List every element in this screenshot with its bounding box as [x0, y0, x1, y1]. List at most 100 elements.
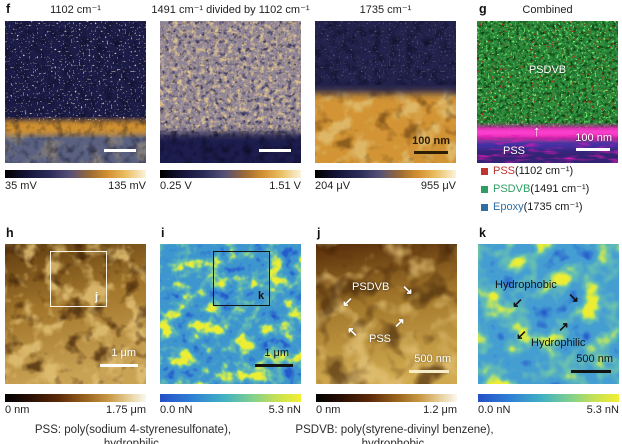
colorbar-height-j [316, 394, 457, 402]
caption-pss: PSS: poly(sodium 4-styrenesulfonate), hy… [34, 424, 232, 444]
legend-item-epoxy: Epoxy (1735 cm⁻¹) [481, 202, 589, 213]
map-title-1102: 1102 cm⁻¹ [50, 4, 101, 16]
arrow-down-right-icon [402, 283, 413, 296]
colorbar-max: 1.75 μm [106, 404, 146, 416]
scale-bar-label: 1 μm [264, 347, 289, 359]
colorbar-height-h-labels: 0 nm 1.75 μm [5, 405, 146, 416]
panel-letter-k: k [479, 226, 486, 240]
colorbar-height-h [5, 394, 146, 402]
arrow-down-right-icon [568, 291, 579, 304]
scale-bar [576, 148, 610, 151]
inset-box-label: j [95, 291, 99, 303]
colorbar-force-i-labels: 0.0 nN 5.3 nN [160, 405, 301, 416]
nanoir-map-1735: 100 nm [315, 21, 456, 163]
colorbar-ratio [160, 170, 301, 178]
colorbar-force-k [478, 394, 619, 402]
scale-bar-label: 1 μm [111, 347, 136, 359]
panel-letter-i: i [161, 226, 165, 240]
nanoir-map-ratio-image [160, 21, 301, 163]
colorbar-min: 0.25 V [160, 180, 192, 192]
arrow-up-right-icon [394, 316, 405, 329]
arrow-down-left-icon [512, 296, 523, 309]
colorbar-1735-labels: 204 μV 955 μV [315, 181, 456, 192]
panel-letter-j: j [317, 226, 321, 240]
colorbar-1102-labels: 35 mV 135 mV [5, 181, 146, 192]
colorbar-min: 0.0 nN [478, 404, 511, 416]
legend-swatch-pss [481, 168, 488, 175]
legend-detail-psdvb: (1491 cm⁻¹) [530, 183, 590, 195]
colorbar-1102 [5, 170, 146, 178]
panel-letter-g: g [479, 2, 487, 16]
scale-bar [104, 149, 136, 152]
pss-region-label: PSS [503, 145, 526, 157]
scale-bar-label: 500 nm [576, 353, 613, 365]
arrow-up-right-icon [558, 320, 569, 333]
nanoir-map-1102-image [5, 21, 146, 163]
legend-detail-pss: (1102 cm⁻¹) [515, 165, 574, 177]
hydrophilic-region-label: Hydrophilic [531, 337, 586, 349]
legend-label-psdvb: PSDVB [493, 183, 531, 195]
combined-map: PSDVB PSS 100 nm [477, 21, 618, 163]
inset-box-label: k [258, 290, 265, 302]
map-title-1735: 1735 cm⁻¹ [359, 4, 412, 16]
afm-topography-h: j 1 μm [5, 244, 146, 384]
nanoir-map-1735-image [315, 21, 456, 163]
legend-label-epoxy: Epoxy [493, 201, 524, 213]
colorbar-1735 [315, 170, 456, 178]
scale-bar-label: 500 nm [414, 353, 451, 365]
nanoir-map-ratio [160, 21, 301, 163]
afm-adhesion-i: k 1 μm [160, 244, 301, 384]
scale-bar [100, 364, 138, 367]
nanoir-map-1102 [5, 21, 146, 163]
afm-adhesion-k-image [478, 244, 619, 384]
afm-adhesion-i-image [160, 244, 301, 384]
colorbar-min: 35 mV [5, 180, 37, 192]
hydrophobic-region-label: Hydrophobic [495, 279, 557, 291]
arrow-up-left-icon [347, 325, 358, 338]
colorbar-min: 0.0 nN [160, 404, 193, 416]
inset-box-j [50, 251, 107, 307]
colorbar-ratio-labels: 0.25 V 1.51 V [160, 181, 301, 192]
colorbar-max: 955 μV [420, 180, 456, 192]
scale-bar [255, 364, 293, 367]
legend-item-pss: PSS (1102 cm⁻¹) [481, 166, 589, 177]
colorbar-force-i [160, 394, 301, 402]
scale-bar [259, 149, 291, 152]
scale-bar [409, 370, 449, 373]
scale-bar-label: 100 nm [412, 135, 450, 147]
colorbar-max: 135 mV [108, 180, 146, 192]
scale-bar-label: 100 nm [575, 132, 612, 144]
colorbar-height-j-labels: 0 nm 1.2 μm [316, 405, 457, 416]
psdvb-region-label: PSDVB [528, 64, 567, 76]
legend-swatch-psdvb [481, 186, 488, 193]
scale-bar [414, 151, 448, 154]
colorbar-min: 204 μV [315, 180, 351, 192]
map-title-combined: Combined [522, 4, 573, 16]
arrow-down-left-icon [342, 295, 353, 308]
map-title-ratio: 1491 cm⁻¹ divided by 1102 cm⁻¹ [151, 4, 310, 16]
colorbar-max: 5.3 nN [268, 404, 301, 416]
colorbar-min: 0 nm [316, 404, 341, 416]
psdvb-region-label: PSDVB [352, 281, 390, 293]
afm-topography-h-image [5, 244, 146, 384]
panel-letter-f: f [6, 2, 11, 16]
afm-topography-j: PSDVB PSS 500 nm [316, 244, 457, 384]
inset-box-k [213, 251, 270, 306]
legend: PSS (1102 cm⁻¹) PSDVB (1491 cm⁻¹) Epoxy … [481, 166, 589, 220]
legend-label-pss: PSS [493, 165, 516, 177]
afm-topography-j-image [316, 244, 457, 384]
scale-bar [571, 370, 611, 373]
legend-swatch-epoxy [481, 204, 488, 211]
colorbar-max: 1.51 V [269, 180, 301, 192]
colorbar-min: 0 nm [5, 404, 30, 416]
colorbar-force-k-labels: 0.0 nN 5.3 nN [478, 405, 619, 416]
arrow-down-left-icon [516, 328, 527, 341]
combined-map-image [477, 21, 618, 163]
legend-detail-epoxy: (1735 cm⁻¹) [523, 201, 583, 213]
caption-psdvb: PSDVB: poly(styrene-divinyl benzene), hy… [295, 424, 494, 444]
pss-region-label: PSS [369, 333, 392, 345]
legend-item-psdvb: PSDVB (1491 cm⁻¹) [481, 184, 589, 195]
colorbar-max: 1.2 μm [423, 404, 457, 416]
afm-adhesion-k: Hydrophobic Hydrophilic 500 nm [478, 244, 619, 384]
